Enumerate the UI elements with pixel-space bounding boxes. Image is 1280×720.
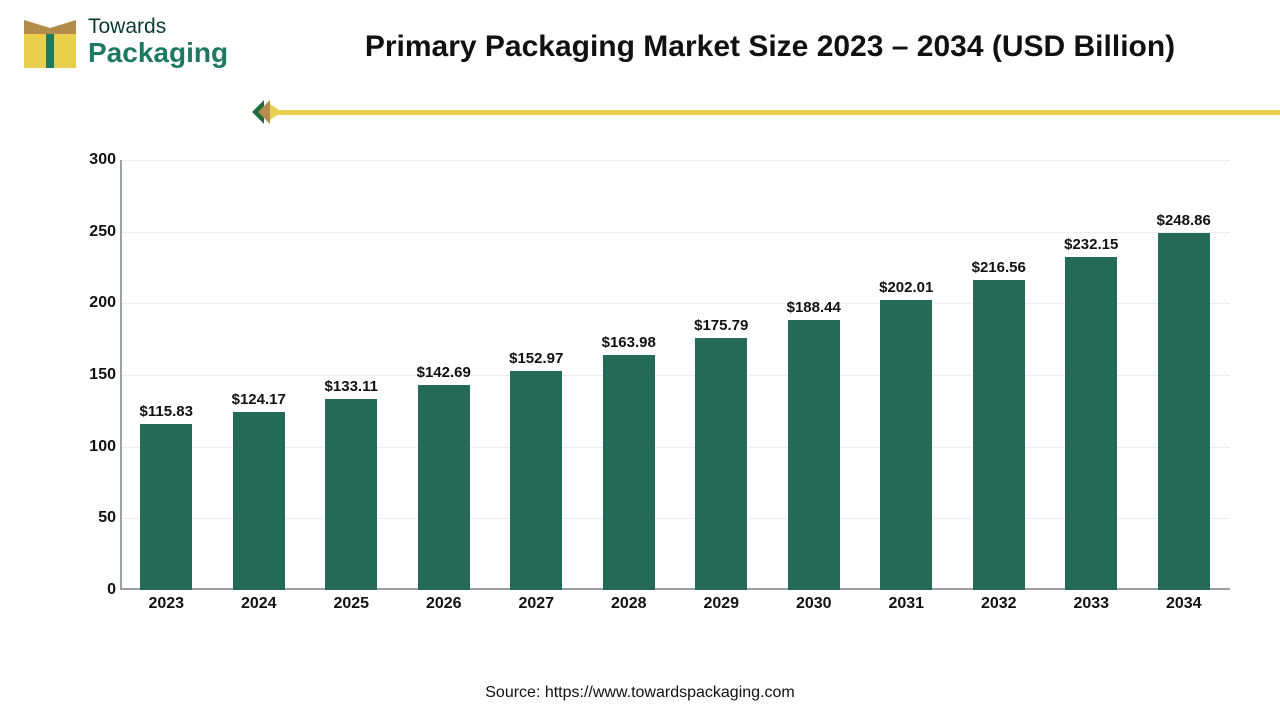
- bar-value-label: $124.17: [232, 391, 286, 408]
- x-tick-label: 2026: [398, 595, 491, 613]
- bar-slot: $216.56: [953, 160, 1046, 590]
- source-citation: Source: https://www.towardspackaging.com: [0, 684, 1280, 702]
- bar-value-label: $115.83: [140, 403, 193, 420]
- bar-value-label: $163.98: [602, 334, 656, 351]
- bar-value-label: $188.44: [787, 299, 841, 316]
- bar-slot: $175.79: [675, 160, 768, 590]
- chart-title: Primary Packaging Market Size 2023 – 203…: [300, 30, 1240, 64]
- y-tick-label: 250: [72, 223, 116, 241]
- x-tick-label: 2034: [1138, 595, 1231, 613]
- bar-slot: $142.69: [398, 160, 491, 590]
- x-tick-label: 2031: [860, 595, 953, 613]
- x-tick-label: 2029: [675, 595, 768, 613]
- y-tick-label: 150: [72, 366, 116, 384]
- x-tick-label: 2028: [583, 595, 676, 613]
- bar: [603, 355, 655, 590]
- divider-line: [276, 110, 1280, 115]
- x-tick-label: 2024: [213, 595, 306, 613]
- bar-value-label: $175.79: [694, 317, 748, 334]
- bar-slot: $248.86: [1138, 160, 1231, 590]
- y-tick-label: 300: [72, 151, 116, 169]
- bar: [140, 424, 192, 590]
- bars-container: $115.83 $124.17 $133.11 $142.69 $152.97 $163.…: [120, 160, 1230, 590]
- x-tick-label: 2033: [1045, 595, 1138, 613]
- bar-slot: $163.98: [583, 160, 676, 590]
- bar-slot: $124.17: [213, 160, 306, 590]
- brand-line1: Towards: [88, 16, 228, 38]
- bar-slot: $188.44: [768, 160, 861, 590]
- x-tick-label: 2027: [490, 595, 583, 613]
- bar: [973, 280, 1025, 590]
- bar-slot: $152.97: [490, 160, 583, 590]
- x-tick-label: 2023: [120, 595, 213, 613]
- bar-value-label: $232.15: [1064, 236, 1118, 253]
- y-tick-label: 200: [72, 294, 116, 312]
- bar: [880, 300, 932, 590]
- bar: [788, 320, 840, 590]
- bar-chart: 0 50 100 150 200 250 300 $115.83 $124.17 $133.11…: [60, 135, 1250, 645]
- bar-slot: $202.01: [860, 160, 953, 590]
- bar: [1065, 257, 1117, 590]
- y-tick-label: 0: [72, 581, 116, 599]
- bar-value-label: $248.86: [1157, 212, 1211, 229]
- bar-value-label: $202.01: [879, 279, 933, 296]
- chevron-icon: [246, 98, 286, 126]
- y-tick-label: 100: [72, 438, 116, 456]
- header: Towards Packaging Primary Packaging Mark…: [0, 12, 1280, 102]
- bar: [418, 385, 470, 590]
- bar-value-label: $216.56: [972, 259, 1026, 276]
- box-icon: [22, 16, 78, 72]
- bar: [325, 399, 377, 590]
- bar-slot: $232.15: [1045, 160, 1138, 590]
- title-divider: [240, 100, 1280, 124]
- brand-line2: Packaging: [88, 38, 228, 67]
- bar-slot: $133.11: [305, 160, 398, 590]
- bar-value-label: $142.69: [417, 364, 471, 381]
- bar: [510, 371, 562, 590]
- bar-slot: $115.83: [120, 160, 213, 590]
- x-tick-label: 2032: [953, 595, 1046, 613]
- y-tick-label: 50: [72, 509, 116, 527]
- brand-logo: Towards Packaging: [22, 16, 228, 72]
- bar: [1158, 233, 1210, 590]
- x-tick-label: 2030: [768, 595, 861, 613]
- bar: [233, 412, 285, 590]
- bar-value-label: $133.11: [325, 378, 378, 395]
- bar-value-label: $152.97: [509, 350, 563, 367]
- brand-text: Towards Packaging: [88, 16, 228, 67]
- x-tick-label: 2025: [305, 595, 398, 613]
- bar: [695, 338, 747, 590]
- x-axis-labels: 2023202420252026202720282029203020312032…: [120, 595, 1230, 613]
